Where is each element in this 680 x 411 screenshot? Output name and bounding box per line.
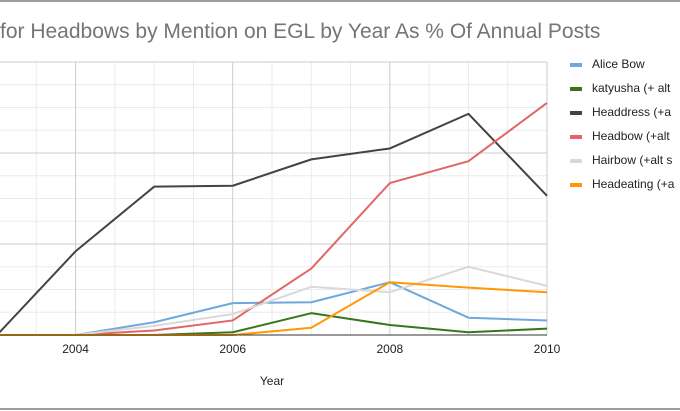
top-border xyxy=(0,0,680,2)
legend-swatch xyxy=(570,87,582,91)
legend-swatch xyxy=(570,63,582,67)
series-line-headeating[interactable] xyxy=(0,281,548,336)
grid xyxy=(0,61,548,335)
x-axis-title: Year xyxy=(260,374,284,388)
legend-label: Headeating (+a xyxy=(592,177,675,191)
series-line-headdress[interactable] xyxy=(0,112,548,335)
series-line-alice[interactable] xyxy=(0,281,548,336)
x-tick-label: 2004 xyxy=(62,342,89,356)
chart-title: for Headbows by Mention on EGL by Year A… xyxy=(0,20,601,43)
legend-swatch xyxy=(570,183,582,187)
x-tick-label: 2010 xyxy=(534,342,561,356)
legend-label: Headbow (+alt xyxy=(592,129,670,143)
legend-label: Alice Bow xyxy=(592,57,645,71)
series-line-hairbow[interactable] xyxy=(0,265,548,336)
legend-swatch xyxy=(570,135,582,139)
legend-label: Hairbow (+alt s xyxy=(592,153,673,167)
legend-label: katyusha (+ alt xyxy=(592,81,671,95)
bottom-border xyxy=(0,408,680,410)
x-tick-labels: 2004 2006 2008 2010 xyxy=(62,342,560,356)
legend-label: Headdress (+a xyxy=(592,105,672,119)
x-tick-label: 2006 xyxy=(219,342,246,356)
legend-swatch xyxy=(570,159,582,163)
legend-swatch xyxy=(570,111,582,115)
x-tick-label: 2008 xyxy=(377,342,404,356)
series-lines xyxy=(0,102,548,336)
